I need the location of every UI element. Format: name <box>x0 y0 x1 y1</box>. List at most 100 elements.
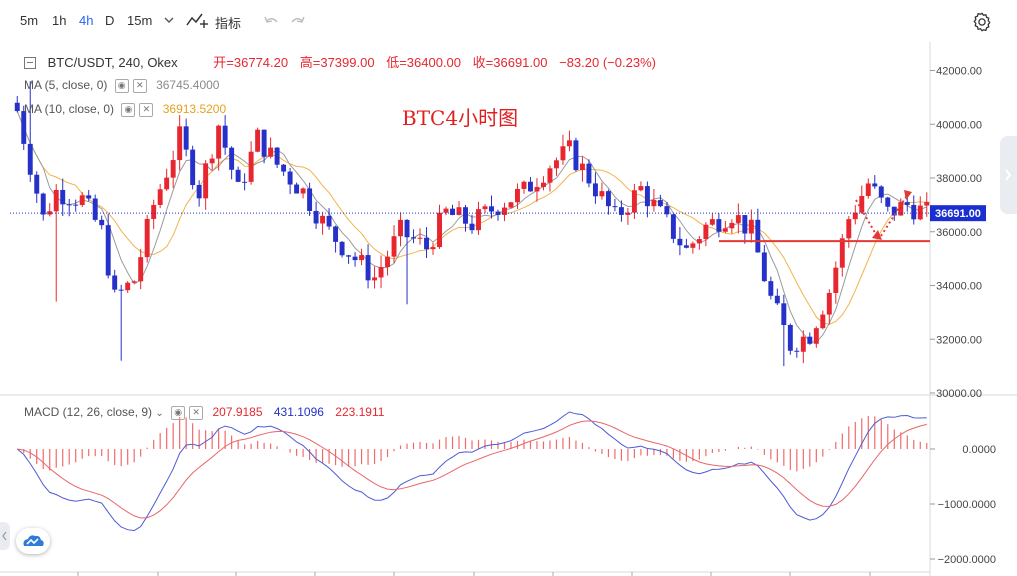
candle-body <box>677 238 683 246</box>
candle-body <box>898 202 904 216</box>
candle-body <box>359 255 365 261</box>
ma5-value: 36745.4000 <box>156 78 220 92</box>
price-axis: 42000.00 40000.00 38000.00 36000.00 34000.00… <box>10 66 996 566</box>
candle-body <box>586 163 592 184</box>
candle-body <box>716 219 722 232</box>
candle-body <box>859 195 865 213</box>
candle-body <box>735 215 741 223</box>
candle-body <box>755 219 761 253</box>
candle-body <box>670 214 676 239</box>
candle-body <box>826 292 832 315</box>
candle-body <box>118 289 124 291</box>
right-panel-toggle[interactable] <box>1000 136 1017 214</box>
candle-body <box>14 102 20 112</box>
candle-body <box>904 202 910 205</box>
collapse-icon[interactable] <box>24 56 36 69</box>
price-tick-label: 42000.00 <box>936 66 982 78</box>
candle-body <box>566 140 572 147</box>
timeframe-1h[interactable]: 1h <box>52 13 67 28</box>
settings-gear-icon[interactable] <box>971 11 993 33</box>
close-icon[interactable]: ✕ <box>132 78 147 93</box>
candle-body <box>255 129 261 152</box>
arrow-head <box>872 230 882 240</box>
candle-body <box>579 163 585 171</box>
candle-body <box>489 206 494 212</box>
candle-body <box>774 295 780 304</box>
timeframe-15m[interactable]: 15m <box>127 13 153 28</box>
arrow-head <box>904 190 912 200</box>
candle-body <box>592 183 598 197</box>
candle-body <box>170 160 176 178</box>
candle-body <box>547 168 553 183</box>
candle-body <box>339 241 345 256</box>
tradingview-logo[interactable] <box>16 528 50 554</box>
candle-body <box>53 189 59 212</box>
candle-body <box>813 328 819 344</box>
drawings <box>719 190 930 243</box>
candle-body <box>138 257 144 282</box>
visibility-icon[interactable]: ◉ <box>171 405 186 420</box>
candle-body <box>527 181 533 192</box>
price-tick-label: 32000.00 <box>936 334 982 346</box>
candle-body <box>157 189 163 205</box>
visibility-icon[interactable]: ◉ <box>114 78 129 93</box>
candle-body <box>430 247 436 250</box>
cloud-icon <box>23 535 44 546</box>
macd-tick-label: −2000.0000 <box>938 554 996 566</box>
candle-body <box>833 267 839 293</box>
candle-body <box>86 195 92 199</box>
undo-icon[interactable] <box>263 14 279 28</box>
candle-body <box>268 147 274 157</box>
redo-icon[interactable] <box>290 14 306 28</box>
ma10-legend: MA (10, close, 0) ◉ ✕ 36913.5200 <box>24 102 226 117</box>
timeframe-5m[interactable]: 5m <box>20 13 39 28</box>
price-tick-label: 34000.00 <box>936 281 982 293</box>
candle-body <box>398 219 404 237</box>
candle-body <box>125 282 131 291</box>
candle-body <box>294 184 300 194</box>
chevron-down-icon[interactable] <box>164 16 174 24</box>
left-panel-toggle[interactable] <box>0 522 10 550</box>
candle-body <box>216 125 222 159</box>
candle-body <box>768 281 774 296</box>
candle-body <box>495 211 501 215</box>
ma10-value: 36913.5200 <box>162 102 227 116</box>
candle-body <box>657 200 663 207</box>
indicators-label[interactable]: 指标 <box>215 16 242 31</box>
close-icon[interactable]: ✕ <box>139 102 154 117</box>
candle-body <box>683 245 689 248</box>
symbol-title: BTC/USDT, 240, Okex <box>47 55 178 70</box>
candle-body <box>709 219 715 225</box>
candle-body <box>235 169 241 182</box>
symbol-legend: BTC/USDT, 240, Okex 开=36774.20 高=37399.0… <box>24 52 656 71</box>
price-tick-label: 40000.00 <box>936 119 982 131</box>
visibility-icon[interactable]: ◉ <box>121 102 136 117</box>
candle-body <box>287 171 293 185</box>
candle-body <box>917 205 923 220</box>
chevron-down-icon[interactable]: ⌄ <box>155 408 164 419</box>
candle-body <box>183 126 189 150</box>
candle-body <box>203 163 209 199</box>
candle-body <box>690 243 696 248</box>
candle-body <box>391 236 397 257</box>
candle-body <box>450 208 455 215</box>
candle-body <box>852 212 858 220</box>
candle-body <box>372 277 378 281</box>
macd-signal-value: 223.1911 <box>335 405 385 419</box>
candle-body <box>560 146 566 161</box>
close-icon[interactable]: ✕ <box>189 405 204 420</box>
timeframe-4h[interactable]: 4h <box>79 13 94 28</box>
macd-pane <box>16 411 928 532</box>
candle-body <box>625 212 631 215</box>
chevron-right-icon <box>1005 169 1012 181</box>
candle-body <box>326 215 332 227</box>
macd-label: MACD (12, 26, close, 9) <box>24 405 153 419</box>
candle-body <box>651 200 657 207</box>
indicators-icon[interactable] <box>186 11 212 29</box>
timeframe-d[interactable]: D <box>105 13 115 28</box>
candle-body <box>60 189 66 205</box>
candle-body <box>540 182 546 188</box>
candle-body <box>502 207 507 215</box>
candle-body <box>79 195 85 206</box>
